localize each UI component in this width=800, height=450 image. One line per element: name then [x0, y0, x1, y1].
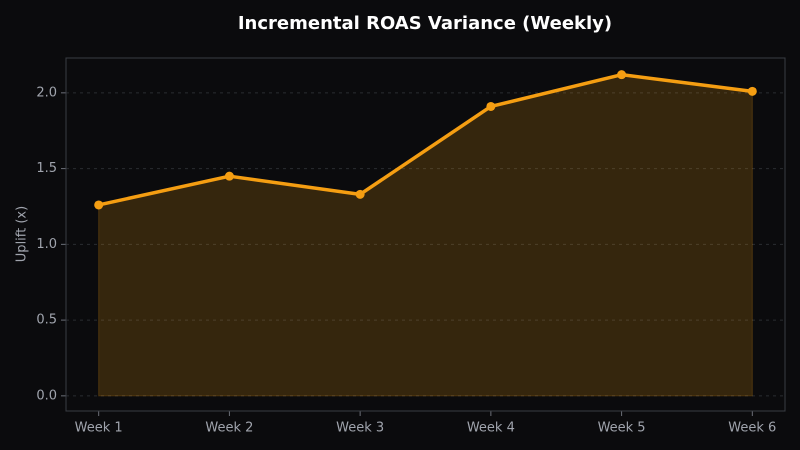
x-tick-label: Week 3	[336, 421, 384, 436]
plot-area: 0.0 0.5 1.0 1.5 2.0 Week 1 Week 2 Week 3 Week 4 W…	[36, 70, 785, 436]
line	[98, 72, 753, 207]
x-tick-label: Week 1	[75, 421, 123, 436]
y-tick-label: 0.0	[36, 388, 57, 403]
x-tick-label: Week 5	[598, 421, 646, 436]
point	[355, 189, 365, 199]
point	[224, 171, 234, 181]
y-axis-label: Uplift (x)	[15, 206, 30, 262]
point	[747, 86, 757, 96]
x-tick-label: Week 4	[467, 421, 515, 436]
x-tick-label: Week 6	[728, 421, 776, 436]
point	[486, 101, 496, 111]
x-tick-label: Week 2	[205, 421, 253, 436]
y-tick-label: 1.5	[36, 161, 57, 176]
y-tick-label: 1.0	[36, 237, 57, 252]
point	[617, 70, 627, 80]
chart-title: Incremental ROAS Variance (Weekly)	[238, 13, 612, 34]
plot-frame	[65, 57, 786, 412]
y-tick-label: 0.5	[36, 313, 57, 328]
y-tick-label: 2.0	[36, 85, 57, 100]
point	[94, 200, 104, 210]
